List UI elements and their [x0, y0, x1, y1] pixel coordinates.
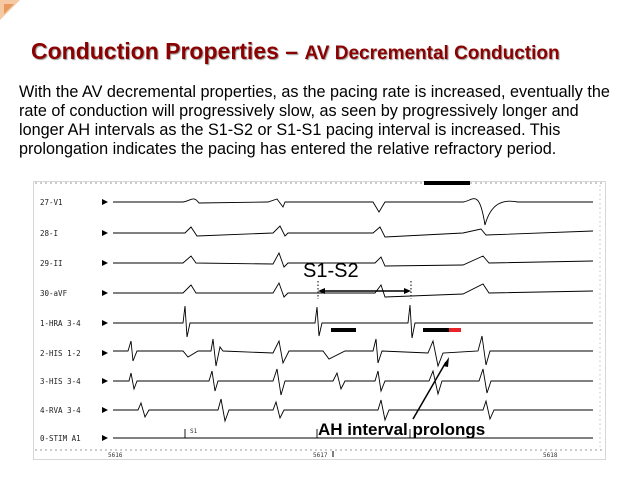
s1s2-arrow-left — [318, 288, 325, 294]
channel-label-avf: 30-aVF — [40, 289, 68, 298]
ah-pointer-arrowhead — [443, 357, 449, 367]
channel-label-his12: 2-HIS 1-2 — [40, 349, 81, 358]
ah-bar-prolonged — [423, 328, 449, 332]
time-label-3: 5618 — [543, 452, 558, 459]
ecg-top-marker — [424, 181, 470, 185]
waveform-v1 — [113, 198, 593, 226]
s1s2-label: S1-S2 — [303, 260, 359, 282]
slide-title-main: Conduction Properties – — [31, 38, 305, 64]
channel-label-v1: 27-V1 — [40, 198, 63, 207]
waveform-his12 — [113, 335, 593, 368]
channel-label-rva: 4-RVA 3-4 — [40, 406, 81, 415]
channel-labels: 27-V1 28-I 29-II 30-aVF 1-HRA 3-4 2-HIS … — [40, 198, 81, 443]
slide-title: Conduction Properties – AV Decremental C… — [31, 30, 560, 67]
waveform-hra — [113, 304, 593, 339]
ah-bar-prolongation — [449, 328, 461, 332]
waveform-rva — [113, 398, 593, 423]
channel-label-ii: 29-II — [40, 259, 63, 268]
slide-title-sub: AV Decremental Conduction — [304, 43, 560, 64]
ecg-frame — [33, 181, 606, 460]
channel-label-stim: 0-STIM A1 — [40, 434, 81, 443]
s1s2-arrow-right — [404, 288, 411, 294]
channel-label-i: 28-I — [40, 229, 58, 238]
waveform-avf — [113, 281, 594, 298]
waveform-stim — [113, 429, 593, 439]
time-label-1: 5616 — [108, 452, 123, 459]
waveform-his34 — [113, 368, 593, 396]
stim-marker-label: S1 — [190, 428, 198, 435]
ecg-tracing-svg: 27-V1 28-I 29-II 30-aVF 1-HRA 3-4 2-HIS … — [33, 181, 606, 460]
waveform-i — [113, 225, 594, 238]
channel-arrows — [102, 199, 108, 441]
time-label-2: 5617 — [313, 452, 328, 459]
ah-pointer-line — [412, 361, 447, 420]
ecg-waveforms — [113, 198, 594, 439]
slide-corner-icon — [0, 0, 20, 20]
slide-body-text: With the AV decremental properties, as t… — [19, 83, 610, 158]
channel-label-hra: 1-HRA 3-4 — [40, 319, 81, 328]
ah-bar-baseline — [331, 328, 356, 332]
ecg-tracing: 27-V1 28-I 29-II 30-aVF 1-HRA 3-4 2-HIS … — [33, 181, 606, 460]
waveform-ii — [113, 251, 594, 268]
ah-annotation-label: AH interval prolongs — [318, 420, 485, 439]
channel-label-his34: 3-HIS 3-4 — [40, 377, 81, 386]
